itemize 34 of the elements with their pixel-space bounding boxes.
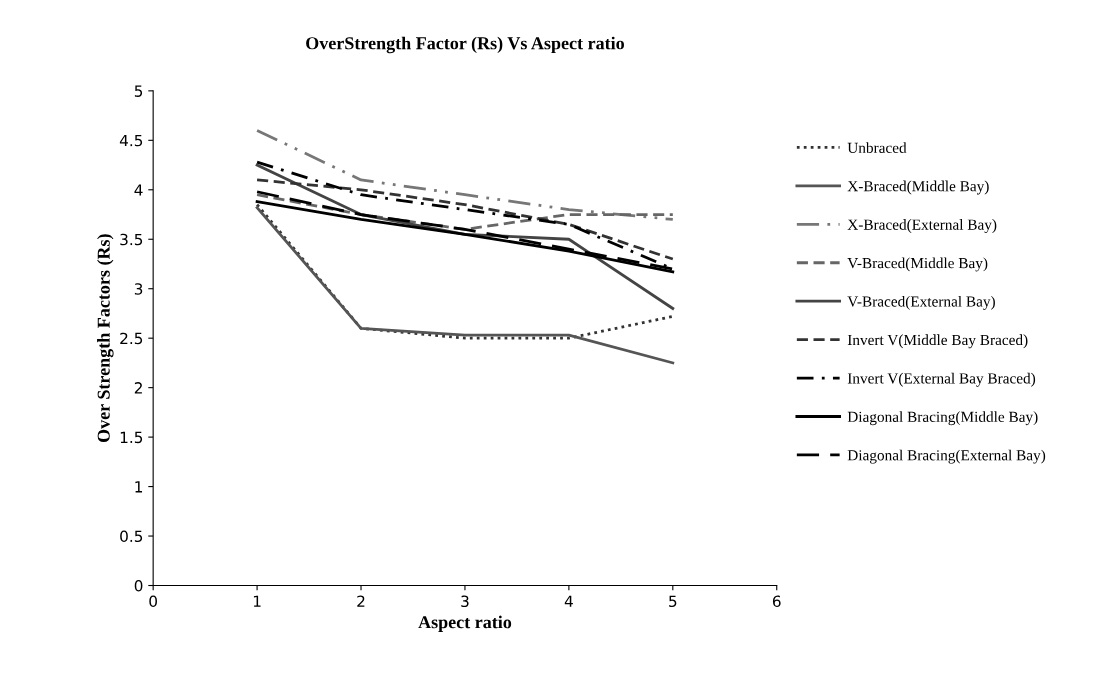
x-tick-label: 3 <box>461 595 469 608</box>
legend-label: Diagonal Bracing(External Bay) <box>847 449 1046 464</box>
line-series <box>255 178 675 261</box>
line-series <box>255 203 675 340</box>
y-tick-label: 2 <box>134 382 142 394</box>
y-tick-label: 2.5 <box>120 332 143 345</box>
legend-label: X-Braced(Middle Bay) <box>847 180 989 195</box>
y-tick-label: 3 <box>134 283 143 295</box>
y-tick-label: 0.5 <box>120 530 143 543</box>
y-axis-title: Over Strength Factors (Rs) <box>97 234 114 443</box>
y-tick-label: 4 <box>134 184 143 196</box>
chart-title: OverStrength Factor (Rs) Vs Aspect ratio <box>306 36 624 54</box>
legend-label: Invert V(Middle Bay Braced) <box>847 334 1028 349</box>
x-tick-label: 0 <box>149 595 158 608</box>
x-tick-label: 1 <box>253 595 261 607</box>
legend-label: V-Braced(External Bay) <box>847 295 995 310</box>
x-tick-label: 4 <box>564 595 573 607</box>
line-series <box>255 206 675 365</box>
x-tick-label: 6 <box>772 595 781 608</box>
x-tick-label: 2 <box>357 595 365 607</box>
legend-label: Diagonal Bracing(Middle Bay) <box>847 411 1038 426</box>
y-tick-label: 4.5 <box>119 134 143 147</box>
y-tick-label: 0 <box>134 579 143 592</box>
legend-label: V-Braced(Middle Bay) <box>847 257 988 272</box>
legend-label: X-Braced(External Bay) <box>847 219 997 233</box>
y-tick-label: 5 <box>134 85 143 97</box>
y-tick-label: 1.5 <box>120 431 143 444</box>
x-axis-title: Aspect ratio <box>418 615 512 632</box>
legend-label: Unbraced <box>847 142 907 153</box>
legend-label: Invert V(External Bay Braced) <box>847 372 1036 387</box>
y-tick-label: 1 <box>135 481 143 493</box>
y-tick-label: 3.5 <box>120 233 143 246</box>
x-tick-label: 5 <box>669 595 677 608</box>
line-series <box>255 129 675 221</box>
